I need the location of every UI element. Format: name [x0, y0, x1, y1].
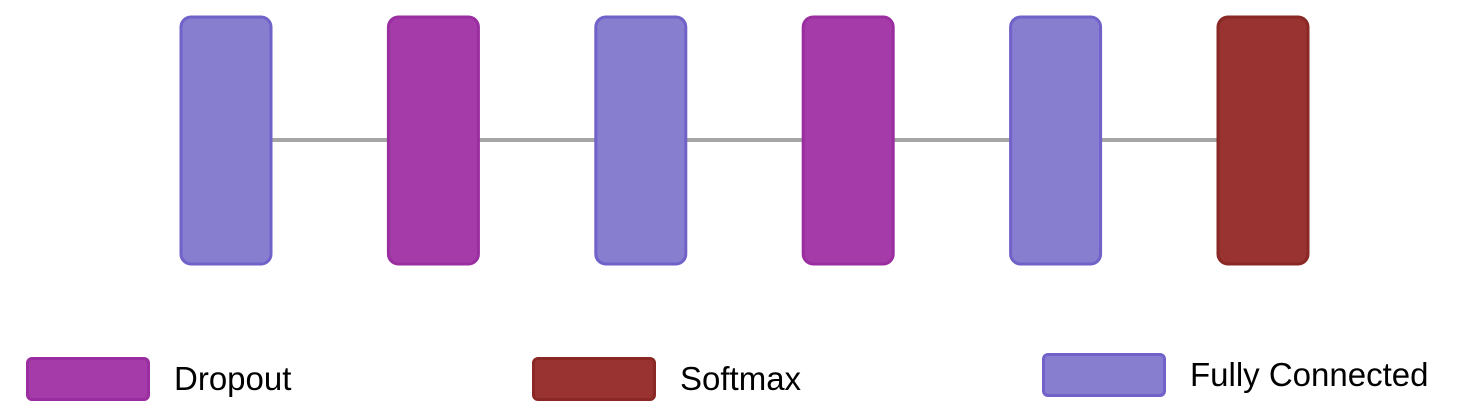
layer-fully-connected [179, 15, 273, 266]
legend-label-dropout: Dropout [174, 360, 292, 397]
legend-swatch-dropout [26, 357, 150, 401]
layer-dropout [801, 15, 895, 266]
legend-fully-connected: Fully Connected [1042, 353, 1428, 397]
layer-fully-connected [594, 15, 688, 266]
layer-dropout [386, 15, 480, 266]
legend-label-fully-connected: Fully Connected [1190, 356, 1429, 393]
legend-softmax: Softmax [532, 357, 801, 401]
legend-label-softmax: Softmax [680, 360, 802, 397]
layer-fully-connected [1009, 15, 1103, 266]
layer-chain [179, 15, 1310, 266]
legend-dropout: Dropout [26, 357, 291, 401]
layer-softmax [1216, 15, 1310, 266]
legend-swatch-fully-connected [1042, 353, 1166, 397]
legend-swatch-softmax [532, 357, 656, 401]
